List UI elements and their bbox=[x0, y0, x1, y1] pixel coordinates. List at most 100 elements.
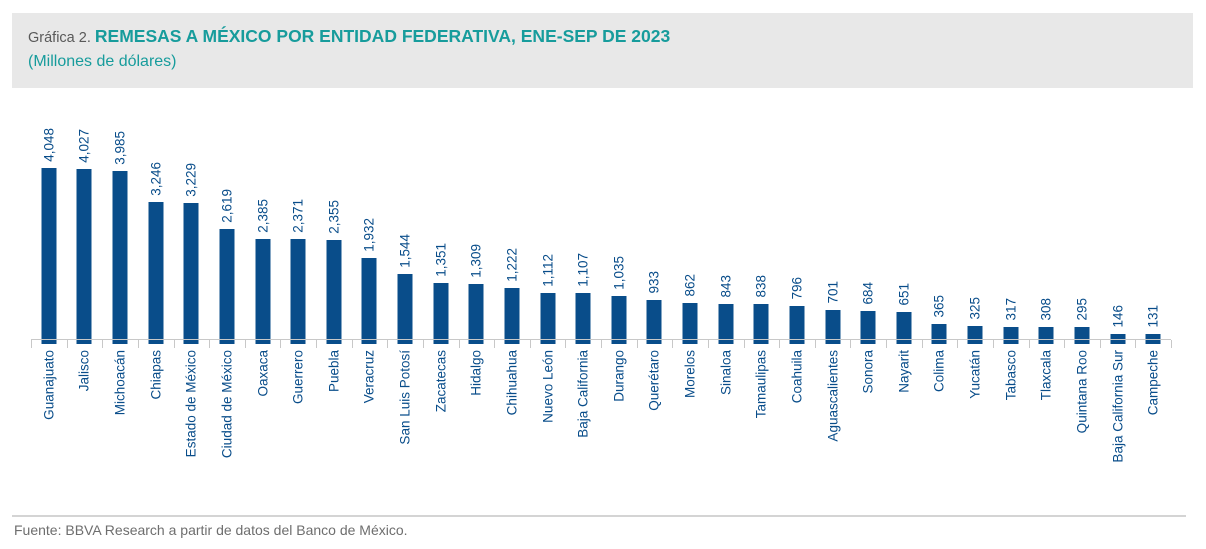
bar bbox=[183, 203, 199, 344]
axis-tick bbox=[458, 340, 460, 348]
axis-tick bbox=[316, 340, 317, 348]
x-axis-label: Veracruz bbox=[361, 350, 377, 404]
bar-value-label: 838 bbox=[753, 275, 769, 298]
x-axis-label: Baja California bbox=[575, 350, 591, 438]
bar bbox=[76, 169, 92, 344]
bar-value-label: 1,309 bbox=[468, 244, 484, 278]
bar bbox=[789, 306, 805, 344]
x-axis-label: Chihuahua bbox=[504, 350, 520, 416]
bar bbox=[682, 303, 698, 344]
axis-tick bbox=[1171, 340, 1172, 348]
bar-value-label: 1,351 bbox=[433, 243, 449, 277]
x-axis-label: Morelos bbox=[682, 350, 698, 399]
source-note: Fuente: BBVA Research a partir de datos … bbox=[14, 522, 408, 538]
axis-tick bbox=[1064, 340, 1066, 348]
x-axis-label: Campeche bbox=[1145, 350, 1161, 416]
bar bbox=[1038, 327, 1054, 344]
x-axis-label: Puebla bbox=[326, 350, 342, 393]
bar-value-label: 701 bbox=[825, 281, 841, 304]
chart-subtitle: (Millones de dólares) bbox=[28, 53, 177, 71]
bar bbox=[825, 310, 841, 344]
x-axis-label: Sonora bbox=[860, 350, 876, 394]
axis-tick bbox=[921, 340, 923, 348]
axis-tick bbox=[1028, 340, 1030, 348]
axis-tick bbox=[992, 340, 994, 348]
x-axis-label: Aguascalientes bbox=[825, 350, 841, 442]
axis-tick bbox=[280, 340, 282, 348]
bar bbox=[504, 288, 520, 344]
bar bbox=[326, 240, 342, 344]
axis-tick bbox=[387, 340, 389, 348]
bar-value-label: 146 bbox=[1110, 305, 1126, 328]
x-axis-label: San Luis Potosí bbox=[397, 350, 413, 445]
x-axis-label: Tamaulipas bbox=[753, 350, 769, 419]
bar bbox=[718, 304, 734, 344]
bar-value-label: 796 bbox=[789, 277, 805, 300]
x-axis-label: Estado de México bbox=[183, 350, 199, 458]
bar-value-label: 651 bbox=[896, 283, 912, 306]
bar-value-label: 317 bbox=[1003, 298, 1019, 321]
bar bbox=[219, 229, 235, 344]
axis-tick bbox=[494, 340, 496, 348]
axis-tick bbox=[173, 340, 175, 348]
bar bbox=[361, 258, 377, 344]
axis-tick bbox=[351, 340, 353, 348]
bar-value-label: 2,385 bbox=[255, 199, 271, 233]
bar bbox=[1074, 327, 1090, 344]
x-axis-label: Michoacán bbox=[112, 350, 128, 416]
x-axis-label: Sinaloa bbox=[718, 350, 734, 396]
axis-tick bbox=[850, 340, 852, 348]
axis-tick bbox=[209, 340, 211, 348]
bar bbox=[290, 239, 306, 344]
bar bbox=[860, 311, 876, 344]
bar bbox=[397, 274, 413, 344]
x-axis-label: Zacatecas bbox=[433, 350, 449, 413]
axis-tick bbox=[31, 340, 32, 348]
bar-value-label: 3,246 bbox=[148, 162, 164, 196]
bar-value-label: 308 bbox=[1038, 298, 1054, 321]
bar bbox=[41, 168, 57, 344]
x-axis-label: Tabasco bbox=[1003, 350, 1019, 401]
bar bbox=[255, 239, 271, 344]
chart-header-line1: Gráfica 2. REMESAS A MÉXICO POR ENTIDAD … bbox=[28, 23, 1193, 50]
x-axis-label: Querétaro bbox=[646, 350, 662, 411]
bar-value-label: 4,048 bbox=[41, 128, 57, 162]
bar-value-label: 1,932 bbox=[361, 218, 377, 252]
x-axis-label: Durango bbox=[611, 350, 627, 402]
axis-tick bbox=[814, 340, 816, 348]
bar bbox=[611, 296, 627, 344]
x-axis-label: Quintana Roo bbox=[1074, 350, 1090, 434]
x-axis-label: Jalisco bbox=[76, 350, 92, 392]
axis-tick bbox=[137, 340, 139, 348]
bar bbox=[148, 202, 164, 344]
chart-number-label: Gráfica 2. bbox=[28, 30, 91, 46]
bar-value-label: 862 bbox=[682, 274, 698, 297]
x-axis-label: Baja California Sur bbox=[1110, 350, 1126, 463]
axis-tick bbox=[422, 340, 424, 348]
bar-value-label: 2,371 bbox=[290, 199, 306, 233]
x-axis-label: Tlaxcala bbox=[1038, 350, 1054, 401]
x-axis-label: Colima bbox=[931, 350, 947, 393]
bar-value-label: 3,229 bbox=[183, 163, 199, 197]
axis-tick bbox=[565, 340, 567, 348]
axis-tick bbox=[636, 340, 638, 348]
bar-value-label: 1,544 bbox=[397, 234, 413, 268]
bar-value-label: 131 bbox=[1145, 305, 1161, 328]
x-axis-label: Yucatán bbox=[967, 350, 983, 399]
x-axis-label: Chiapas bbox=[148, 350, 164, 400]
x-axis-label: Oaxaca bbox=[255, 350, 271, 397]
bar bbox=[1003, 327, 1019, 344]
plot-area: 4,048 4,027 3,985 3,246 3,229 2,619 2,385 2,371… bbox=[31, 112, 1172, 348]
axis-tick bbox=[672, 340, 674, 348]
bar bbox=[112, 171, 128, 344]
x-axis-line bbox=[31, 339, 1171, 340]
x-axis-label: Nuevo León bbox=[540, 350, 556, 423]
x-axis-label: Guerrero bbox=[290, 350, 306, 405]
bar-value-label: 933 bbox=[646, 271, 662, 294]
bar-value-label: 1,222 bbox=[504, 248, 520, 282]
x-axis-label: Ciudad de México bbox=[219, 350, 235, 459]
bar-value-label: 684 bbox=[860, 282, 876, 305]
bar-value-label: 2,355 bbox=[326, 200, 342, 234]
bar-value-label: 1,112 bbox=[540, 254, 556, 287]
